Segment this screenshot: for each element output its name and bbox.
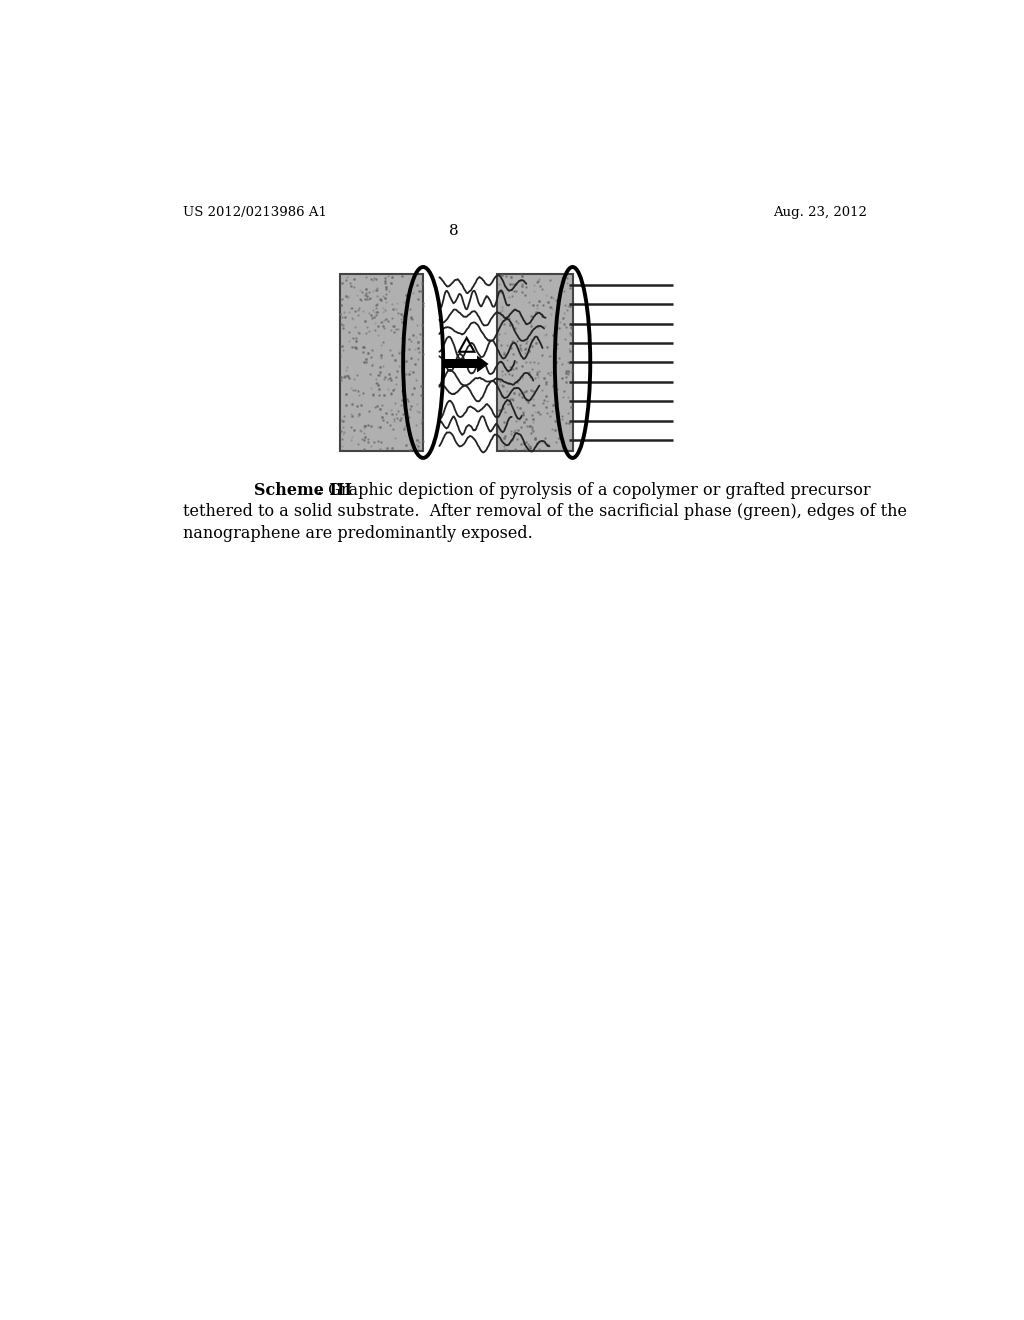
Text: Aug. 23, 2012: Aug. 23, 2012	[773, 206, 866, 219]
Text: Graphic depiction of pyrolysis of a copolymer or grafted precursor: Graphic depiction of pyrolysis of a copo…	[323, 482, 870, 499]
Text: .: .	[316, 482, 323, 499]
Text: tethered to a solid substrate.  After removal of the sacrificial phase (green), : tethered to a solid substrate. After rem…	[183, 503, 907, 520]
Text: nanographene are predominantly exposed.: nanographene are predominantly exposed.	[183, 525, 532, 543]
Text: 8: 8	[450, 224, 459, 238]
Bar	[497, 275, 572, 451]
Text: US 2012/0213986 A1: US 2012/0213986 A1	[183, 206, 327, 219]
Bar	[444, 359, 478, 368]
Bar	[340, 275, 423, 451]
Polygon shape	[477, 355, 488, 372]
Text: Scheme III: Scheme III	[254, 482, 352, 499]
